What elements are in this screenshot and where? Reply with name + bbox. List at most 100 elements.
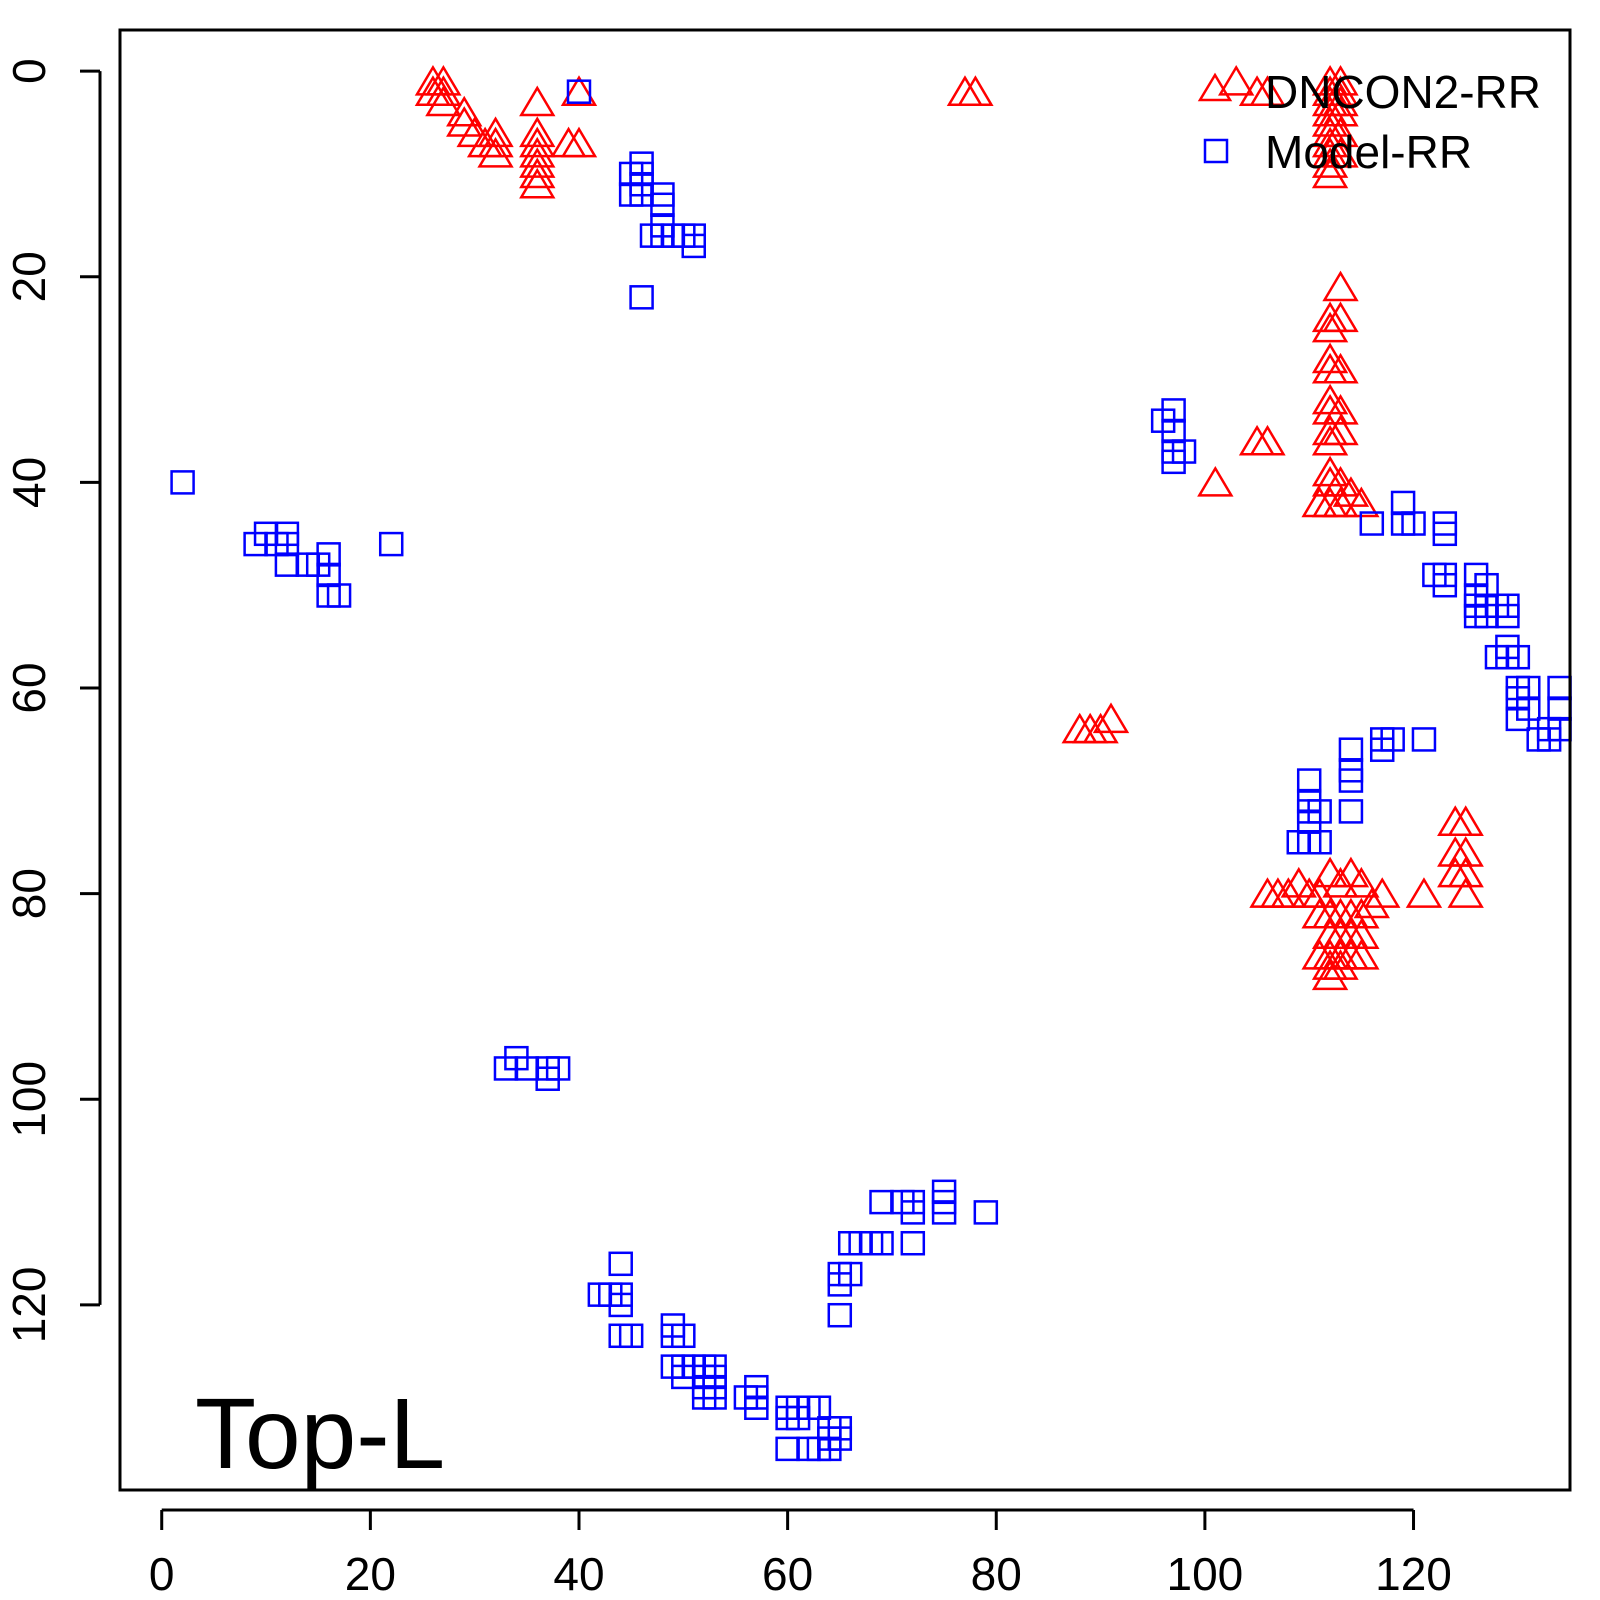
triangle-point — [1322, 393, 1359, 425]
square-point — [827, 1302, 853, 1328]
square-point — [1432, 572, 1458, 598]
triangle-point — [1082, 712, 1119, 744]
y-axis: 0 20 40 60 80 100 120 — [3, 58, 102, 1344]
square-point — [702, 1385, 727, 1410]
triangle-point — [1311, 147, 1349, 178]
triangle-point — [560, 75, 598, 106]
square-point — [1161, 449, 1186, 475]
triangle-point — [519, 157, 556, 189]
triangle-point — [1217, 64, 1255, 96]
square-point — [1338, 799, 1364, 824]
triangle-point — [1092, 702, 1130, 734]
triangle-point — [477, 136, 514, 168]
square-point — [671, 1323, 696, 1349]
triangle-point — [425, 85, 462, 117]
square-point — [973, 1200, 999, 1225]
legend-square-icon — [1203, 138, 1229, 164]
y-tick-label-80: 80 — [3, 868, 55, 919]
triangle-point — [1447, 877, 1484, 908]
x-tick-label-40: 40 — [553, 1548, 604, 1600]
triangle-point — [1343, 918, 1380, 950]
x-tick-label-100: 100 — [1167, 1548, 1244, 1600]
legend: DNCON2-RR Model-RR — [1197, 66, 1541, 178]
triangle-point — [1343, 938, 1380, 970]
triangle-point — [477, 116, 514, 148]
square-point — [1495, 603, 1520, 629]
triangle-point — [1405, 877, 1443, 908]
square-point — [1411, 727, 1437, 752]
triangle-point — [519, 167, 556, 199]
triangle-point — [1364, 877, 1401, 908]
triangle-point — [1447, 856, 1484, 888]
series-1 — [170, 79, 1572, 1462]
triangle-point — [1311, 424, 1349, 456]
x-tick-label-120: 120 — [1375, 1548, 1452, 1600]
legend-triangle-icon — [1197, 72, 1233, 102]
square-point — [274, 531, 300, 557]
x-tick-label-20: 20 — [345, 1548, 396, 1600]
square-point — [1505, 706, 1531, 732]
x-axis: 0 20 40 60 80 100 120 — [149, 1508, 1452, 1600]
triangle-point — [1343, 897, 1380, 929]
triangle-point — [1447, 805, 1484, 836]
square-point — [827, 1426, 853, 1451]
square-point — [681, 233, 706, 259]
triangle-point — [560, 126, 598, 158]
triangle-point — [519, 116, 556, 148]
square-point — [618, 1323, 644, 1349]
square-point — [608, 1251, 633, 1277]
triangle-point — [1447, 836, 1484, 867]
triangle-point — [1311, 157, 1349, 189]
square-point — [1307, 799, 1332, 824]
x-tick-label-0: 0 — [149, 1548, 175, 1600]
square-point — [1359, 511, 1385, 536]
triangle-point — [519, 147, 556, 178]
triangle-point — [446, 95, 483, 127]
triangle-point — [1197, 465, 1234, 497]
data-points — [170, 64, 1572, 1462]
triangle-point — [1249, 424, 1286, 456]
legend-label-dncon2: DNCON2-RR — [1265, 66, 1541, 118]
triangle-point — [1249, 75, 1286, 106]
square-point — [900, 1230, 926, 1256]
triangle-point — [519, 126, 556, 158]
square-point — [931, 1200, 957, 1225]
square-point — [1369, 737, 1395, 762]
triangle-point — [1311, 959, 1349, 991]
triangle-point — [1322, 352, 1359, 384]
square-point — [326, 583, 352, 608]
square-point — [1296, 768, 1322, 793]
square-point — [744, 1395, 769, 1420]
legend-label-model: Model-RR — [1265, 126, 1472, 178]
triangle-point — [425, 75, 462, 106]
x-tick-label-80: 80 — [971, 1548, 1022, 1600]
y-tick-label-20: 20 — [3, 251, 55, 302]
square-point — [170, 470, 195, 495]
triangle-point — [1343, 866, 1380, 898]
triangle-point — [519, 85, 556, 117]
square-point — [827, 1272, 853, 1297]
triangle-point — [519, 136, 556, 168]
triangle-point — [1322, 270, 1359, 302]
triangle-point — [1322, 866, 1359, 898]
square-point — [900, 1200, 926, 1225]
square-point — [1307, 830, 1332, 855]
series-0 — [414, 64, 1484, 991]
square-point — [629, 285, 654, 310]
y-tick-label-120: 120 — [3, 1267, 55, 1344]
plot-frame — [118, 28, 1572, 1492]
panel-label: Top-L — [195, 1378, 445, 1490]
square-point — [869, 1230, 894, 1256]
square-point — [1338, 768, 1364, 793]
square-point — [316, 542, 341, 567]
triangle-point — [1322, 486, 1359, 518]
triangle-point — [1311, 311, 1349, 343]
square-point — [1401, 511, 1426, 536]
square-point — [650, 192, 675, 218]
triangle-point — [477, 126, 514, 158]
y-tick-label-100: 100 — [3, 1061, 55, 1138]
triangle-point — [1270, 877, 1307, 908]
square-point — [566, 79, 592, 104]
square-point — [1516, 675, 1541, 701]
